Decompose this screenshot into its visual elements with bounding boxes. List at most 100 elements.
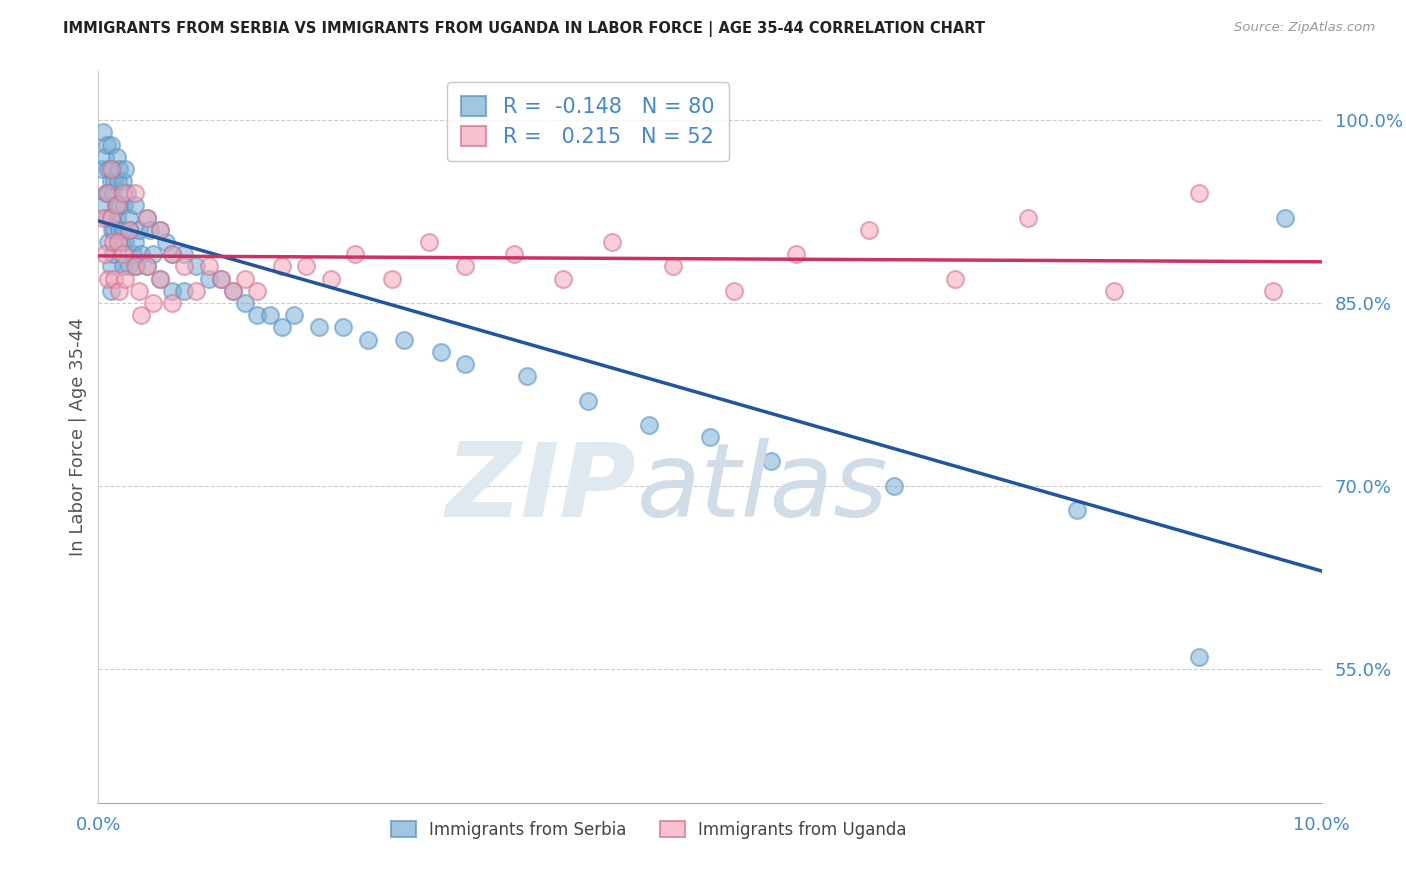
Point	[98, 186, 121, 201]
Point	[173, 284, 195, 298]
Text: IMMIGRANTS FROM SERBIA VS IMMIGRANTS FROM UGANDA IN LABOR FORCE | AGE 35-44 CORR: IMMIGRANTS FROM SERBIA VS IMMIGRANTS FRO…	[63, 21, 986, 37]
Point	[108, 161, 131, 176]
Point	[91, 198, 114, 212]
Point	[283, 308, 305, 322]
Point	[114, 235, 136, 249]
Point	[107, 174, 129, 188]
Point	[883, 479, 905, 493]
Point	[142, 247, 165, 261]
Point	[1188, 649, 1211, 664]
Point	[222, 284, 245, 298]
Point	[120, 223, 142, 237]
Point	[129, 308, 152, 322]
Point	[104, 198, 127, 212]
Point	[344, 247, 367, 261]
Point	[149, 223, 172, 237]
Point	[128, 223, 150, 237]
Point	[1274, 211, 1296, 225]
Point	[454, 357, 477, 371]
Point	[759, 454, 782, 468]
Point	[332, 320, 354, 334]
Point	[111, 186, 134, 201]
Point	[103, 174, 125, 188]
Point	[662, 260, 685, 274]
Point	[115, 186, 138, 201]
Point	[173, 247, 195, 261]
Point	[246, 308, 269, 322]
Point	[100, 161, 122, 176]
Point	[209, 271, 232, 285]
Point	[600, 235, 623, 249]
Point	[943, 271, 966, 285]
Point	[259, 308, 281, 322]
Point	[155, 235, 177, 249]
Point	[723, 284, 745, 298]
Point	[105, 198, 128, 212]
Point	[114, 271, 136, 285]
Point	[1102, 284, 1125, 298]
Legend: Immigrants from Serbia, Immigrants from Uganda: Immigrants from Serbia, Immigrants from …	[384, 814, 914, 846]
Point	[246, 284, 269, 298]
Point	[101, 186, 124, 201]
Point	[100, 211, 122, 225]
Point	[637, 417, 661, 432]
Point	[233, 271, 256, 285]
Point	[108, 284, 131, 298]
Point	[103, 223, 125, 237]
Point	[101, 247, 124, 261]
Point	[96, 137, 118, 152]
Point	[785, 247, 807, 261]
Point	[97, 235, 120, 249]
Point	[101, 235, 124, 249]
Point	[96, 211, 118, 225]
Point	[173, 260, 195, 274]
Point	[91, 211, 114, 225]
Point	[186, 260, 208, 274]
Point	[101, 161, 124, 176]
Point	[149, 271, 172, 285]
Point	[100, 260, 122, 274]
Point	[111, 247, 134, 261]
Point	[129, 247, 152, 261]
Point	[308, 320, 330, 334]
Point	[103, 271, 125, 285]
Point	[576, 393, 599, 408]
Point	[233, 296, 256, 310]
Point	[111, 174, 134, 188]
Point	[430, 344, 453, 359]
Point	[112, 198, 135, 212]
Y-axis label: In Labor Force | Age 35-44: In Labor Force | Age 35-44	[69, 318, 87, 557]
Point	[356, 333, 378, 347]
Text: atlas: atlas	[637, 438, 889, 538]
Point	[136, 211, 159, 225]
Point	[108, 223, 131, 237]
Point	[121, 247, 143, 261]
Point	[124, 186, 146, 201]
Point	[1261, 284, 1284, 298]
Point	[160, 247, 183, 261]
Point	[100, 211, 122, 225]
Point	[96, 186, 118, 201]
Point	[418, 235, 440, 249]
Text: Source: ZipAtlas.com: Source: ZipAtlas.com	[1234, 21, 1375, 34]
Point	[319, 271, 342, 285]
Point	[295, 260, 318, 274]
Point	[858, 223, 880, 237]
Point	[160, 296, 183, 310]
Point	[124, 198, 146, 212]
Point	[381, 271, 404, 285]
Point	[101, 223, 124, 237]
Point	[93, 247, 115, 261]
Point	[118, 260, 141, 274]
Point	[160, 247, 183, 261]
Point	[553, 271, 575, 285]
Point	[107, 235, 129, 249]
Point	[222, 284, 245, 298]
Point	[111, 223, 134, 237]
Point	[100, 137, 122, 152]
Point	[111, 260, 134, 274]
Point	[699, 430, 721, 444]
Point	[149, 223, 172, 237]
Point	[139, 223, 162, 237]
Point	[392, 333, 416, 347]
